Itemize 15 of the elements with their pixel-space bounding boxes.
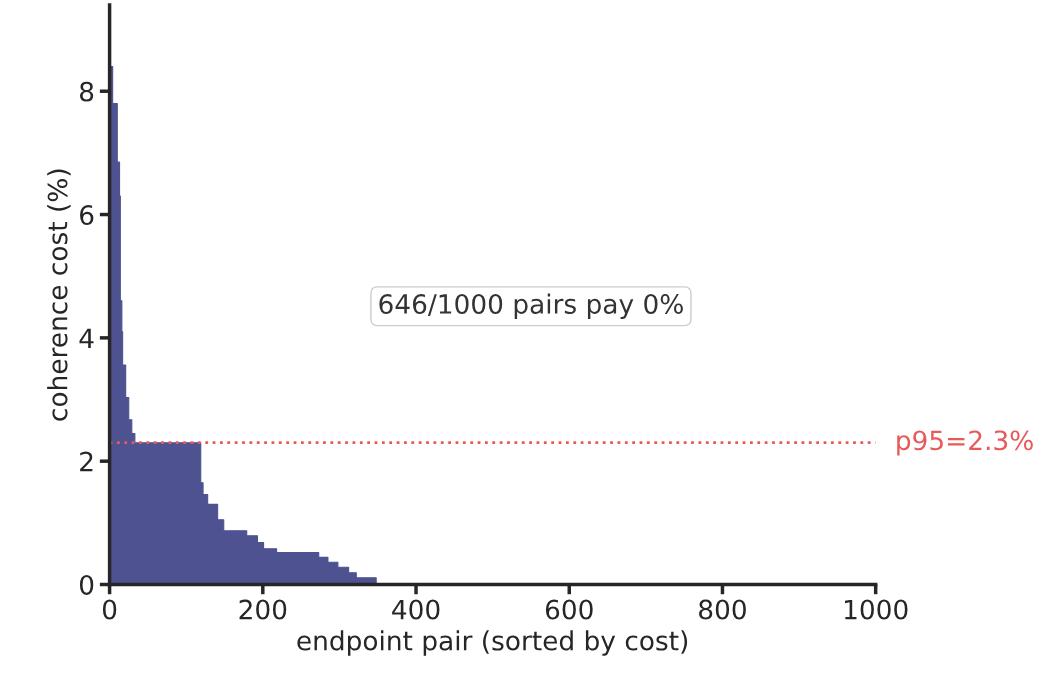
ref-line-label: p95=2.3% (897, 430, 1033, 456)
annotation: 646/1000 pairs pay 0% (379, 293, 683, 320)
y-tick-label: 8 (80, 81, 94, 102)
x-tick-label: 600 (545, 599, 593, 620)
x-tick-label: 0 (102, 599, 117, 620)
x-tick-label: 800 (699, 599, 746, 620)
x-axis-title: endpoint pair (sorted by cost) (297, 630, 688, 656)
x-tick-label: 400 (392, 599, 440, 620)
y-tick-label: 0 (79, 574, 94, 595)
x-tick-label: 200 (239, 599, 287, 620)
y-axis-title: coherence cost (%) (47, 169, 71, 421)
y-tick-label: 4 (79, 328, 94, 348)
x-tick-label: 1000 (844, 599, 908, 620)
y-tick-label: 2 (80, 451, 93, 472)
y-tick-label: 6 (80, 204, 94, 225)
